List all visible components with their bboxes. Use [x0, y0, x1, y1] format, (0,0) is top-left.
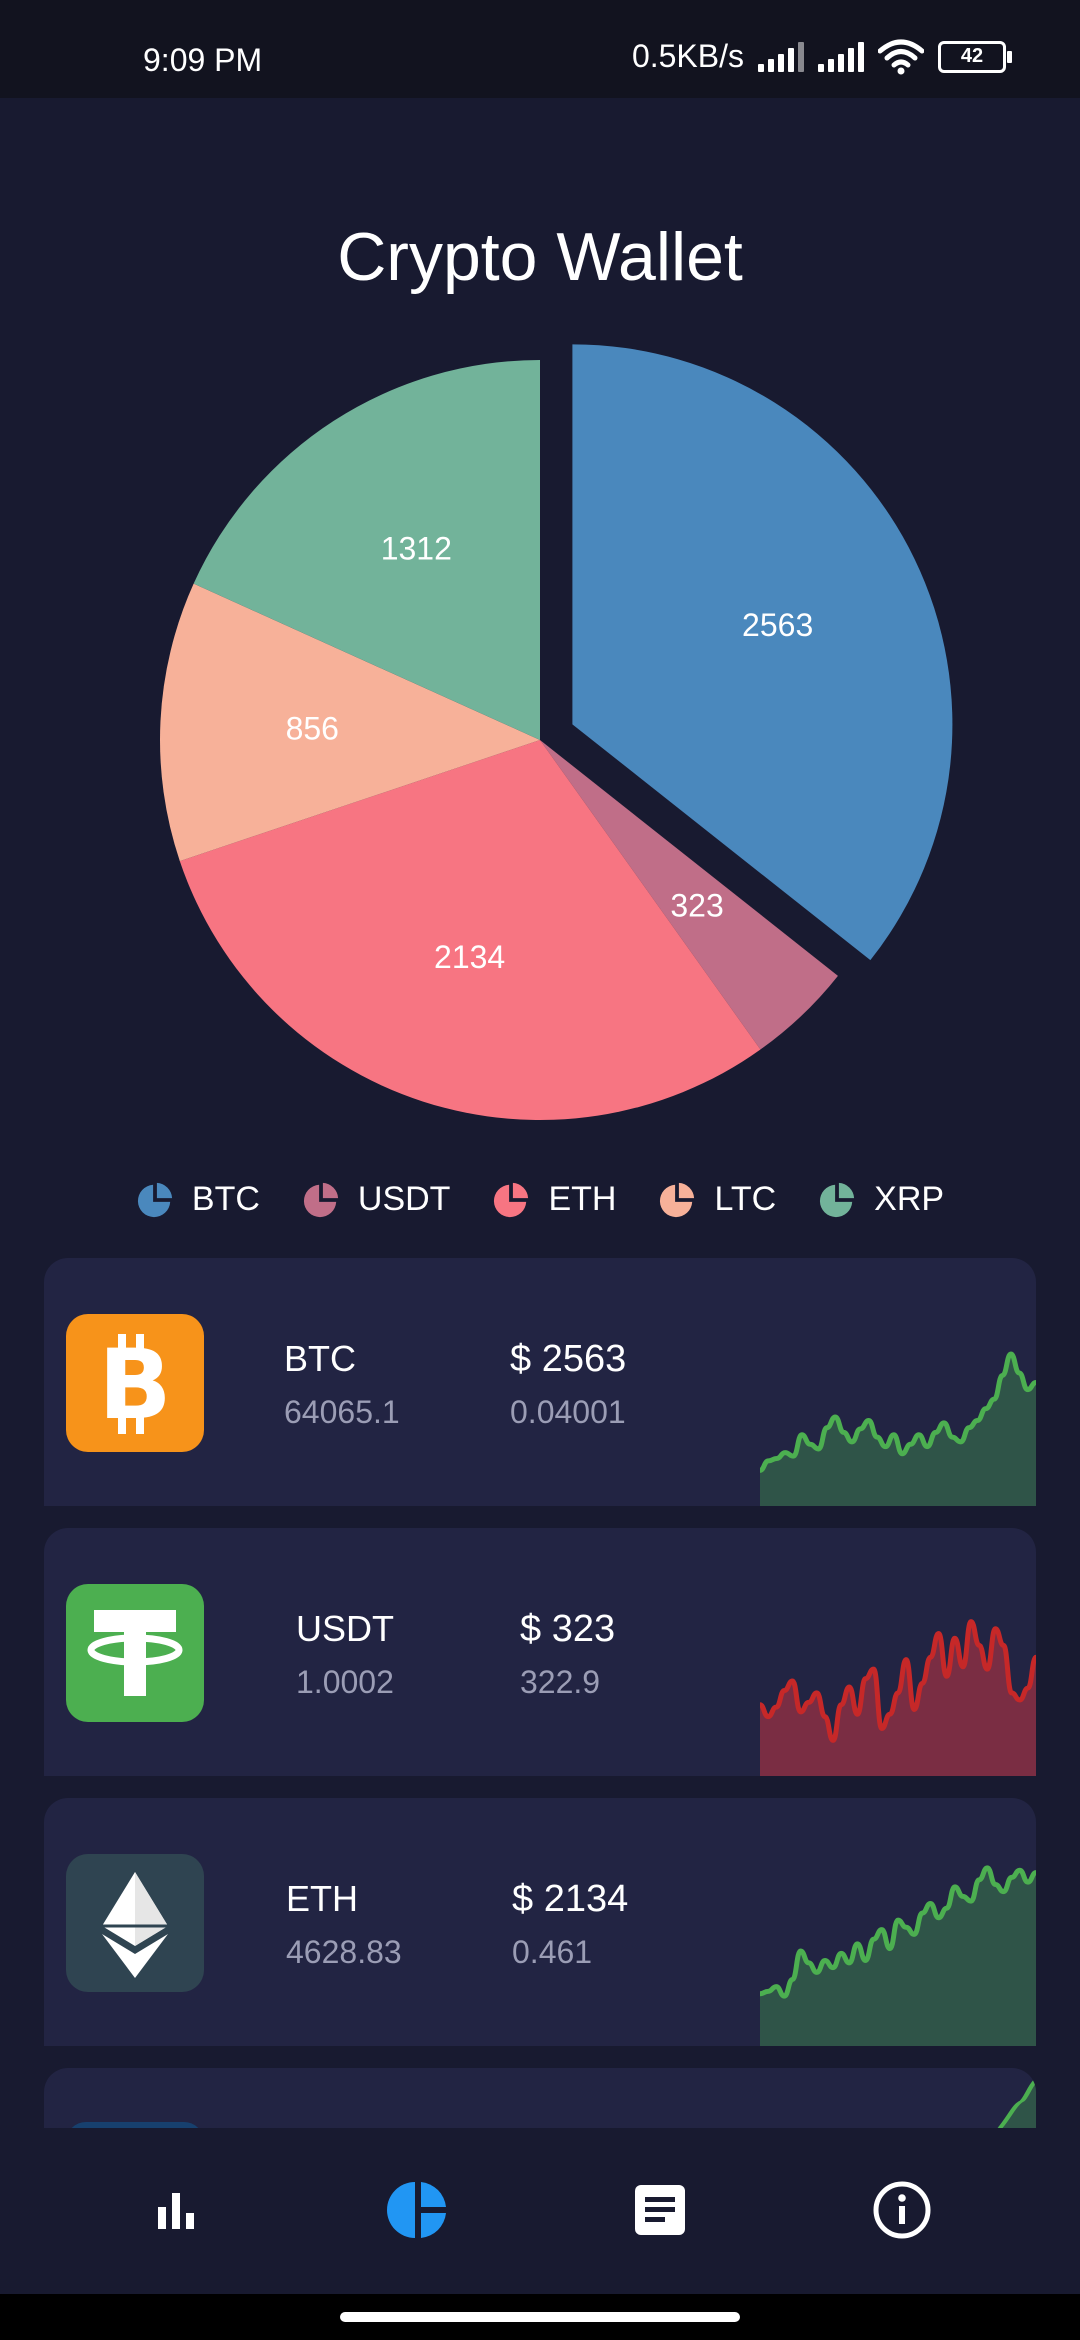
pie-label-xrp: 1312: [381, 530, 452, 566]
coin-price: 64065.1: [284, 1394, 400, 1430]
coin-amount: 0.461: [512, 1934, 593, 1970]
sparkline-chart: [760, 1865, 1036, 2046]
nav-info[interactable]: [862, 2170, 942, 2250]
coin-card-usdt[interactable]: USDT 1.0002 $ 323 322.9: [44, 1528, 1036, 1776]
info-icon: [873, 2181, 931, 2239]
coin-list[interactable]: B BTC 64065.1 $ 2563 0.04001 USDT 1.0002 $ 323 3…: [44, 1258, 1036, 2128]
article-icon: [635, 2185, 685, 2235]
coin-value: $ 323: [520, 1608, 616, 1650]
legend-label: BTC: [191, 1180, 260, 1218]
sparkline-chart: [760, 1619, 1036, 1776]
coin-price: 1.0002: [296, 1664, 394, 1700]
sparkline-line: [760, 1619, 1036, 1743]
coin-name: ETH: [286, 1878, 358, 1919]
coin-card-eth[interactable]: ETH 4628.83 $ 2134 0.461: [44, 1798, 1036, 2046]
sparkline-line: [760, 1865, 1036, 1999]
sparkline-chart: [760, 1351, 1036, 1506]
legend-item-xrp: XRP: [818, 1180, 944, 1219]
home-bar[interactable]: [340, 2312, 740, 2322]
pie-chart[interactable]: 2563 323 2134 856 1312: [0, 320, 1080, 1140]
pie-label-btc: 2563: [742, 607, 813, 643]
pie-label-eth: 2134: [434, 939, 505, 975]
coin-name: USDT: [296, 1608, 394, 1649]
coin-card-partial[interactable]: [44, 2068, 1036, 2128]
nav-stats[interactable]: [136, 2170, 216, 2250]
status-bar: 9:09 PM 0.5KB/s 42: [0, 0, 1080, 98]
network-speed: 0.5KB/s: [631, 38, 744, 74]
pie-label-ltc: 856: [286, 711, 339, 747]
nav-wallet[interactable]: [378, 2170, 458, 2250]
pie-slice-btc[interactable]: [572, 344, 953, 961]
chart-legend: BTC USDT ETH LTC XRP: [0, 1180, 1080, 1219]
sparkline-chart: [997, 2079, 1036, 2128]
sparkline-area: [760, 1621, 1036, 1776]
pie-slice-ltc[interactable]: [160, 583, 541, 862]
nav-news[interactable]: [620, 2170, 700, 2250]
signal-icon: [758, 41, 804, 72]
home-indicator: [0, 2294, 1080, 2340]
bitcoin-icon: B: [66, 1314, 204, 1452]
battery-icon: 42: [938, 40, 1012, 73]
pie-legend-icon: [660, 1182, 695, 1217]
legend-label: XRP: [874, 1180, 945, 1218]
coin-value: $ 2134: [512, 1878, 629, 1920]
coin-logo-partial: [66, 2122, 204, 2128]
sparkline-area: [760, 1867, 1036, 2046]
legend-label: LTC: [714, 1180, 777, 1218]
coin-amount: 322.9: [520, 1664, 601, 1700]
wifi-icon: [878, 39, 924, 74]
coin-amount: 0.04001: [510, 1394, 626, 1430]
coin-name: BTC: [284, 1338, 356, 1379]
pie-legend-icon: [303, 1182, 338, 1217]
legend-label: ETH: [548, 1180, 617, 1218]
tether-icon: [66, 1584, 204, 1722]
battery-level: 42: [960, 45, 984, 67]
pie-slice-xrp[interactable]: [193, 360, 540, 740]
bar-chart-icon: [158, 2193, 194, 2229]
sparkline-area: [760, 1354, 1036, 1506]
sparkline-line: [997, 2079, 1036, 2128]
svg-text:B: B: [98, 1329, 171, 1441]
status-time: 9:09 PM: [143, 42, 263, 78]
pie-slice-usdt[interactable]: [540, 740, 838, 1050]
coin-price: 4628.83: [286, 1934, 402, 1970]
pie-chart-icon: [387, 2182, 446, 2238]
pie-legend-icon: [137, 1182, 172, 1217]
pie-legend-icon: [820, 1182, 855, 1217]
legend-item-btc: BTC: [136, 1180, 260, 1219]
coin-value: $ 2563: [510, 1338, 627, 1380]
pie-slice-eth[interactable]: [179, 740, 761, 1120]
pie-legend-icon: [494, 1182, 529, 1217]
legend-label: USDT: [357, 1180, 451, 1218]
legend-item-eth: ETH: [492, 1180, 616, 1219]
bottom-navigation: [0, 2130, 1080, 2294]
sparkline-line: [760, 1351, 1036, 1473]
legend-item-ltc: LTC: [658, 1180, 776, 1219]
coin-card-btc[interactable]: B BTC 64065.1 $ 2563 0.04001: [44, 1258, 1036, 1506]
signal-icon-2: [818, 41, 864, 72]
pie-label-usdt: 323: [670, 887, 723, 923]
ethereum-icon: [66, 1854, 204, 1992]
legend-item-usdt: USDT: [302, 1180, 451, 1219]
status-icons: 0.5KB/s 42: [631, 38, 1012, 75]
page-title: Crypto Wallet: [337, 219, 743, 295]
